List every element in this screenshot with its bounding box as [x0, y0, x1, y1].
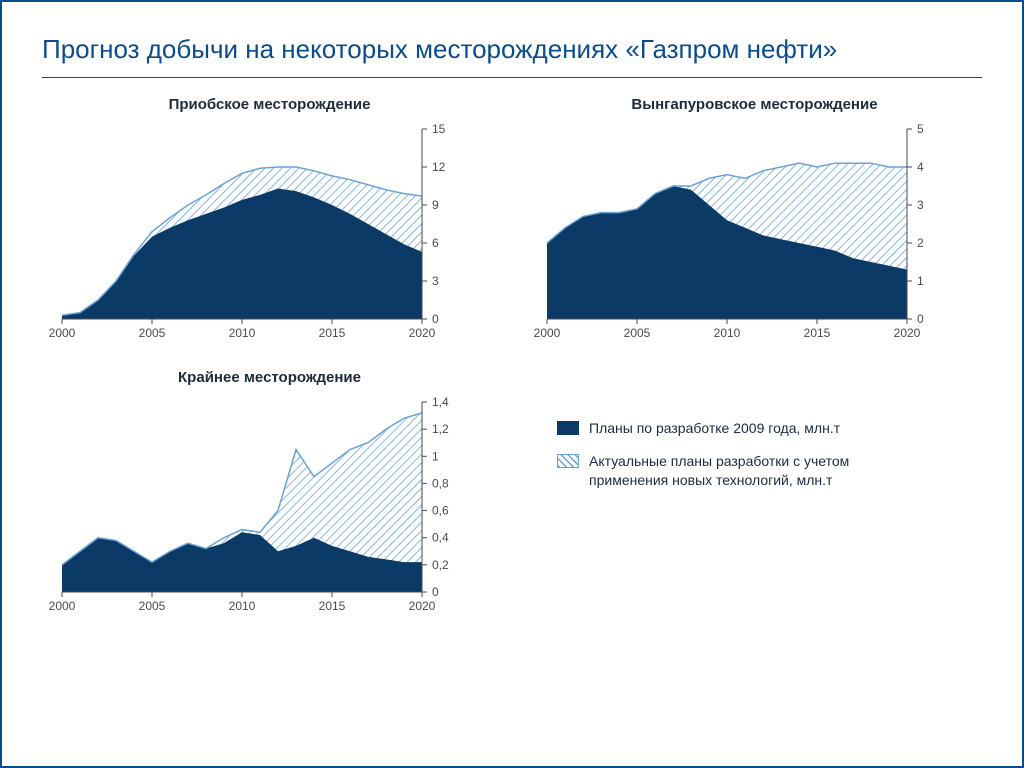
- y-tick-label: 0: [432, 585, 439, 599]
- x-tick-label: 2020: [409, 326, 436, 340]
- y-tick-label: 3: [432, 274, 439, 288]
- y-tick-label: 6: [432, 236, 439, 250]
- cell-priobskoe: Приобское месторождение 2000 2005 2010 2015…: [42, 96, 497, 359]
- x-tick-label: 2015: [319, 326, 346, 340]
- x-tick-label: 2000: [49, 599, 76, 613]
- legend: Планы по разработке 2009 года, млн.т Акт…: [527, 369, 982, 490]
- x-tick-label: 2010: [229, 326, 256, 340]
- cell-legend: Планы по разработке 2009 года, млн.т Акт…: [527, 369, 982, 632]
- slide-frame: Прогноз добычи на некоторых месторождени…: [0, 0, 1024, 768]
- title-rule: [42, 77, 982, 78]
- y-tick-label: 0,4: [432, 531, 449, 545]
- legend-row-hatched: Актуальные планы разработки с учетом при…: [557, 452, 982, 490]
- x-tick-label: 2015: [804, 326, 831, 340]
- y-tick-label: 1,4: [432, 395, 449, 409]
- chart-title-krainee: Крайнее месторождение: [42, 369, 497, 386]
- page-title: Прогноз добычи на некоторых месторождени…: [42, 34, 982, 65]
- x-tick-label: 2000: [534, 326, 561, 340]
- chart-priobskoe: 2000 2005 2010 2015 20200 3 6 9 12 15: [42, 119, 472, 359]
- y-tick-label: 0: [917, 312, 924, 326]
- legend-swatch-hatched: [557, 454, 579, 468]
- x-tick-label: 2005: [139, 599, 166, 613]
- y-tick-label: 0: [432, 312, 439, 326]
- y-tick-label: 4: [917, 160, 924, 174]
- legend-swatch-solid: [557, 421, 579, 435]
- y-tick-label: 5: [917, 122, 924, 136]
- chart-vyngapurovskoe: 2000 2005 2010 2015 20200 1 2 3 4 5: [527, 119, 957, 359]
- x-tick-label: 2010: [714, 326, 741, 340]
- y-tick-label: 0,6: [432, 504, 449, 518]
- chart-grid: Приобское месторождение 2000200520102015…: [42, 96, 982, 632]
- legend-label-hatched: Актуальные планы разработки с учетом при…: [589, 452, 929, 490]
- x-tick-label: 2015: [319, 599, 346, 613]
- y-tick-label: 1: [917, 274, 924, 288]
- chart-krainee: 2000 2005 2010 2015 20200 0,2 0,4 0,6 0,8 1 1,2 1,4: [42, 392, 472, 632]
- x-tick-label: 2000: [49, 326, 76, 340]
- y-tick-label: 0,8: [432, 476, 449, 490]
- y-tick-label: 12: [432, 160, 446, 174]
- x-tick-label: 2020: [894, 326, 921, 340]
- y-tick-label: 2: [917, 236, 924, 250]
- legend-row-solid: Планы по разработке 2009 года, млн.т: [557, 419, 982, 438]
- x-tick-label: 2010: [229, 599, 256, 613]
- cell-vyngapurovskoe: Вынгапуровское месторождение 20002005201…: [527, 96, 982, 359]
- x-tick-label: 2005: [624, 326, 651, 340]
- cell-krainee: Крайнее месторождение 200020052010201520…: [42, 369, 497, 632]
- y-tick-label: 1: [432, 449, 439, 463]
- y-tick-label: 1,2: [432, 422, 449, 436]
- chart-title-vyngapurovskoe: Вынгапуровское месторождение: [527, 96, 982, 113]
- x-tick-label: 2020: [409, 599, 436, 613]
- y-tick-label: 9: [432, 198, 439, 212]
- x-tick-label: 2005: [139, 326, 166, 340]
- y-tick-label: 15: [432, 122, 446, 136]
- y-tick-label: 3: [917, 198, 924, 212]
- chart-title-priobskoe: Приобское месторождение: [42, 96, 497, 113]
- legend-label-solid: Планы по разработке 2009 года, млн.т: [589, 419, 840, 438]
- y-tick-label: 0,2: [432, 558, 449, 572]
